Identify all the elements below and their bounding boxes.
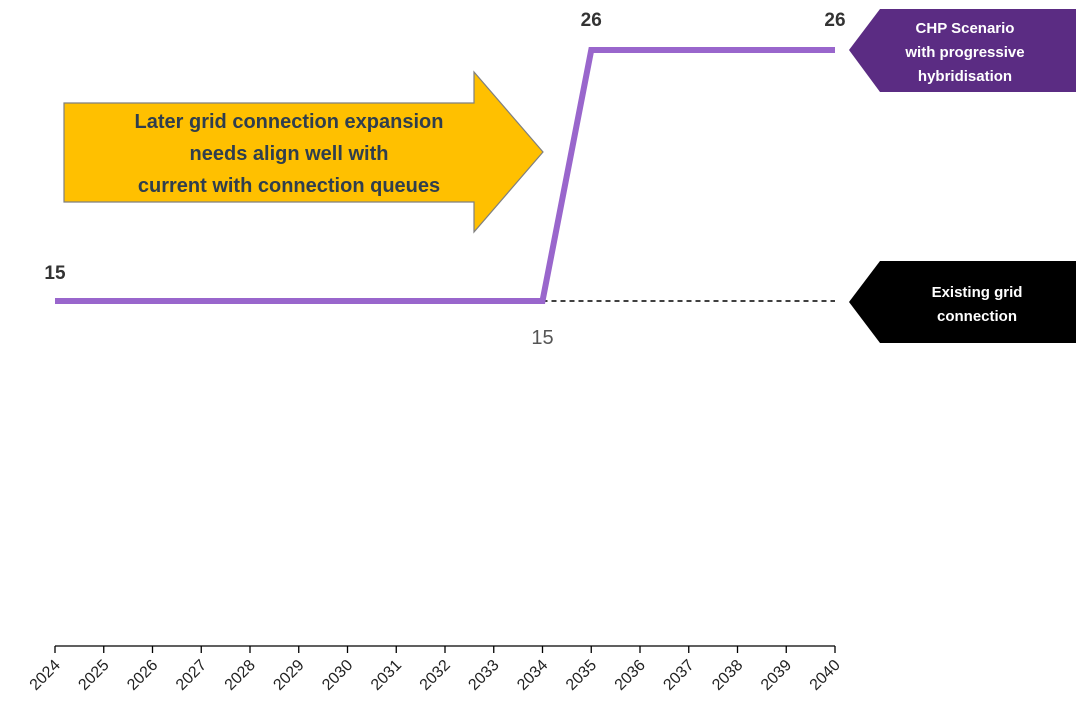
x-tick-label: 2036 xyxy=(612,657,649,694)
existing-grid-label: Existing grid connection xyxy=(849,261,1076,343)
chp-label-line-2: with progressive xyxy=(904,44,1024,61)
series-layer xyxy=(55,47,835,304)
grid-label-line-1: Existing grid xyxy=(932,284,1023,301)
arrow-text-line-2: needs align well with xyxy=(190,143,389,165)
x-tick-label: 2024 xyxy=(27,657,64,694)
x-tick-label: 2037 xyxy=(660,657,697,694)
x-tick-label: 2028 xyxy=(222,657,259,694)
x-tick-label: 2038 xyxy=(709,657,746,694)
grid-label-shape xyxy=(849,261,1076,343)
x-tick-label: 2031 xyxy=(368,657,405,694)
series-chp-scenario-line xyxy=(55,47,835,304)
x-tick-label: 2025 xyxy=(75,657,112,694)
data-label: 26 xyxy=(824,10,845,31)
data-label: 15 xyxy=(44,263,66,284)
grid-label-line-2: connection xyxy=(937,308,1017,325)
arrow-text-line-1: Later grid connection expansion xyxy=(135,111,444,133)
x-tick-label: 2034 xyxy=(514,657,551,694)
x-tick-label: 2029 xyxy=(270,657,307,694)
chp-label-line-1: CHP Scenario xyxy=(916,20,1015,37)
data-label: 26 xyxy=(581,10,602,31)
chp-scenario-label: CHP Scenario with progressive hybridisat… xyxy=(849,9,1076,92)
x-tick-label: 2032 xyxy=(417,657,454,694)
x-tick-label: 2040 xyxy=(807,657,844,694)
x-tick-label: 2035 xyxy=(563,657,600,694)
expansion-arrow-callout: Later grid connection expansion needs al… xyxy=(63,70,544,234)
x-tick-label: 2027 xyxy=(173,657,210,694)
data-label-layer: 15 15 26 26 xyxy=(44,10,845,349)
x-tick-label: 2033 xyxy=(465,657,502,694)
arrow-text-line-3: current with connection queues xyxy=(138,175,440,197)
chp-label-line-3: hybridisation xyxy=(918,68,1012,85)
x-tick-label: 2039 xyxy=(758,657,795,694)
chp-label-shape xyxy=(849,9,1076,92)
x-tick-label: 2030 xyxy=(319,657,356,694)
x-tick-label: 2026 xyxy=(124,657,161,694)
arrow-shape xyxy=(63,70,544,234)
data-label: 15 xyxy=(531,327,553,349)
x-axis: 2024 2025 2026 2027 2028 2029 2030 2031 2032 2033… xyxy=(27,645,844,694)
